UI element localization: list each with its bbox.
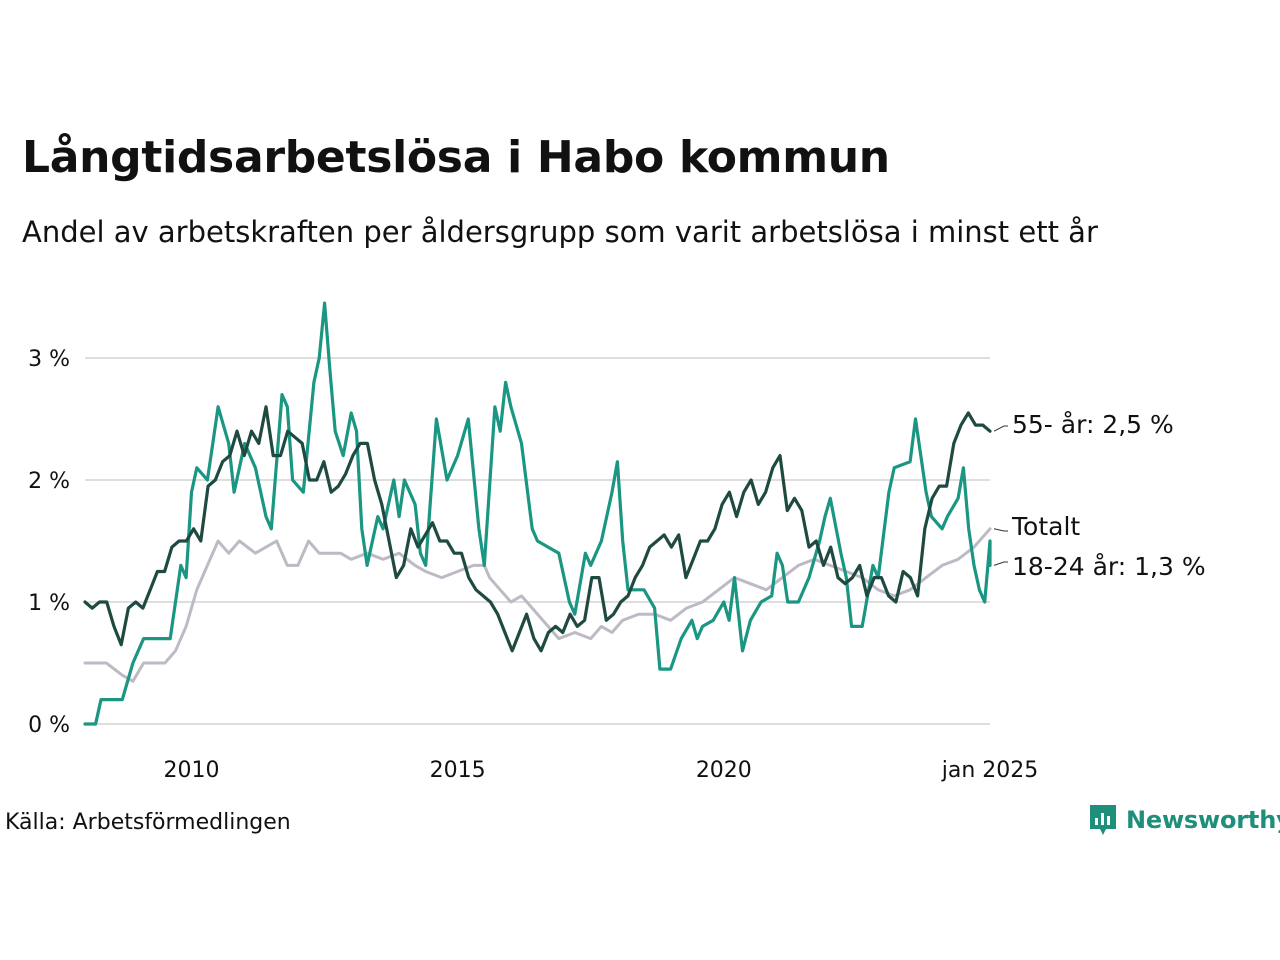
source-note: Källa: Arbetsförmedlingen (5, 810, 291, 835)
y-tick-label: 3 % (28, 347, 70, 372)
y-tick-label: 2 % (28, 469, 70, 494)
x-tick-label: jan 2025 (941, 758, 1039, 783)
y-tick-label: 1 % (28, 591, 70, 616)
brand-name: Newsworthy (1126, 806, 1280, 834)
series-end-label: 55- år: 2,5 % (1012, 410, 1174, 439)
series-end-label: 18-24 år: 1,3 % (1012, 552, 1206, 581)
newsworthy-logo-icon (1090, 805, 1116, 835)
x-tick-label: 2015 (430, 758, 486, 783)
x-tick-label: 2010 (163, 758, 219, 783)
series-line (83, 301, 992, 726)
series-line (83, 405, 992, 653)
label-leader (993, 425, 1008, 432)
series-end-label: Totalt (1011, 512, 1080, 541)
chart-subtitle: Andel av arbetskraften per åldersgrupp s… (22, 215, 1098, 249)
series-line (83, 527, 992, 683)
label-leader (993, 561, 1008, 566)
brand-logo: Newsworthy (1088, 803, 1280, 837)
chart-title: Långtidsarbetslösa i Habo kommun (22, 132, 890, 183)
x-tick-label: 2020 (696, 758, 752, 783)
label-leader (993, 528, 1008, 532)
y-tick-label: 0 % (28, 713, 70, 738)
